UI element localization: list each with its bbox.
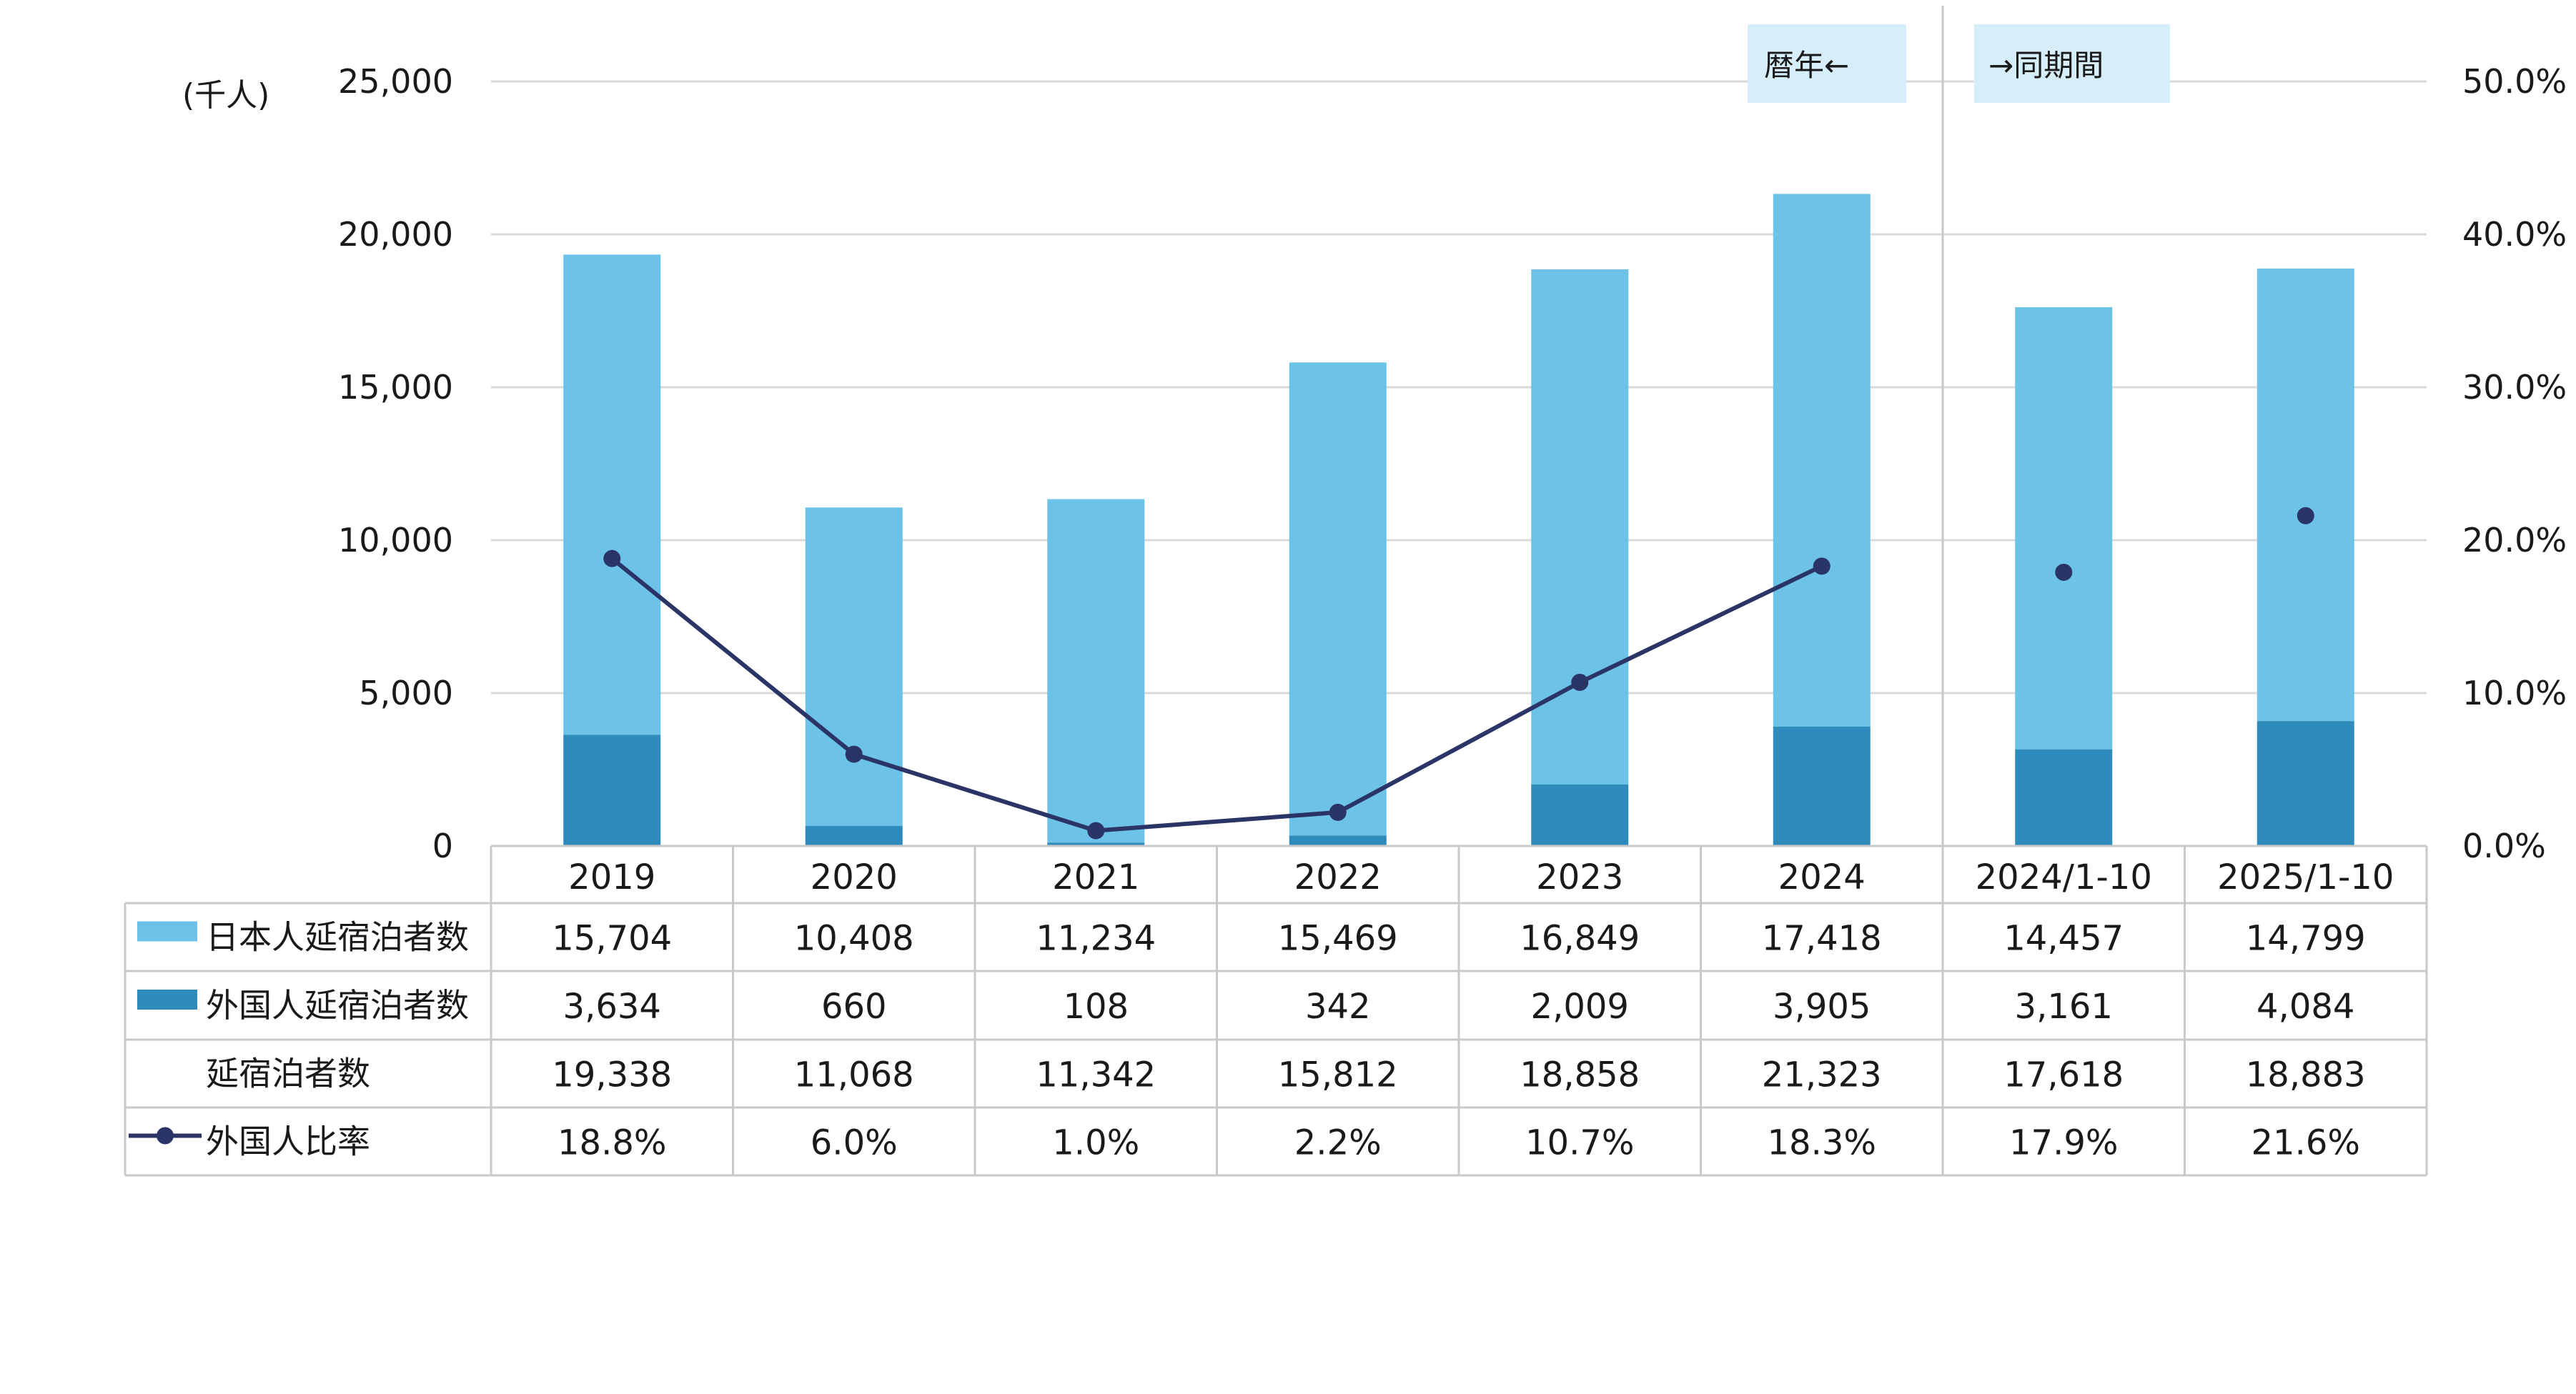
bar-japanese-2024	[1773, 194, 1871, 727]
table-cell: 16,849	[1520, 919, 1640, 959]
x-tick-label: 2022	[1294, 857, 1382, 897]
annotation-box-same-period	[1974, 24, 2170, 103]
table-cell: 108	[1063, 987, 1129, 1027]
table-row-label: 外国人延宿泊者数	[206, 986, 469, 1025]
ratio-point-2021	[1087, 822, 1105, 840]
table-cell: 17.9%	[2009, 1123, 2118, 1163]
table-cell: 18,883	[2246, 1055, 2366, 1095]
bar-japanese-2024/1-10	[2015, 307, 2113, 750]
bar-japanese-2020	[805, 507, 903, 826]
table-row-label: 延宿泊者数	[206, 1055, 370, 1093]
table-cell: 3,905	[1773, 987, 1871, 1027]
table-cell: 17,418	[1762, 919, 1882, 959]
bar-foreign-2019	[563, 735, 661, 846]
bar-foreign-2022	[1289, 835, 1387, 846]
table-cell: 660	[821, 987, 887, 1027]
table-cell: 3,634	[563, 987, 661, 1027]
bar-foreign-2023	[1531, 785, 1629, 846]
x-tick-label: 2020	[811, 857, 898, 897]
table-cell: 11,234	[1036, 919, 1156, 959]
table-cell: 18.8%	[558, 1123, 666, 1163]
table-cell: 21.6%	[2251, 1123, 2360, 1163]
ratio-point-2020	[845, 745, 863, 763]
bar-foreign-2021	[1047, 842, 1145, 846]
y-left-tick-label: 0	[432, 827, 453, 865]
x-tick-label: 2023	[1536, 857, 1623, 897]
bar-japanese-2022	[1289, 362, 1387, 836]
table-cell: 17,618	[2003, 1055, 2124, 1095]
bar-japanese-2021	[1047, 499, 1145, 843]
bar-foreign-2020	[805, 825, 903, 846]
x-tick-label: 2025/1-10	[2217, 857, 2394, 897]
table-cell: 11,068	[794, 1055, 914, 1095]
table-cell: 2,009	[1531, 987, 1629, 1027]
table-cell: 19,338	[552, 1055, 672, 1095]
table-cell: 15,469	[1278, 919, 1398, 959]
x-tick-label: 2021	[1052, 857, 1139, 897]
ratio-point-2024/1-10	[2055, 563, 2073, 581]
annotation-same-period: →同期間	[1988, 48, 2104, 83]
legend-swatch-foreign	[137, 990, 197, 1010]
ratio-point-2025/1-10	[2297, 507, 2314, 524]
bar-foreign-2024	[1773, 726, 1871, 846]
x-tick-label: 2024/1-10	[1976, 857, 2152, 897]
table-cell: 14,799	[2246, 919, 2366, 959]
ratio-point-2019	[603, 549, 621, 567]
table-cell: 2.2%	[1294, 1123, 1382, 1163]
y-right-tick-label: 0.0%	[2462, 827, 2546, 865]
y-right-tick-label: 50.0%	[2462, 62, 2567, 101]
y-left-tick-label: 20,000	[338, 215, 453, 254]
table-cell: 3,161	[2015, 987, 2113, 1027]
bar-foreign-2024/1-10	[2015, 749, 2113, 846]
table-cell: 14,457	[2003, 919, 2124, 959]
bar-japanese-2025/1-10	[2257, 268, 2354, 722]
annotation-calendar-year: 暦年←	[1764, 48, 1849, 83]
bar-foreign-2025/1-10	[2257, 721, 2354, 846]
y-left-tick-label: 10,000	[338, 521, 453, 559]
table-cell: 15,704	[552, 919, 672, 959]
table-cell: 11,342	[1036, 1055, 1156, 1095]
legend-marker-ratio	[157, 1127, 174, 1145]
y-right-tick-label: 40.0%	[2462, 215, 2567, 254]
table-row-label: 外国人比率	[206, 1122, 370, 1161]
y-left-tick-label: 5,000	[359, 674, 453, 712]
ratio-point-2022	[1329, 803, 1347, 821]
bar-japanese-2019	[563, 254, 661, 735]
table-cell: 15,812	[1278, 1055, 1398, 1095]
x-tick-label: 2024	[1778, 857, 1866, 897]
table-cell: 342	[1305, 987, 1371, 1027]
y-right-tick-label: 10.0%	[2462, 674, 2567, 712]
ratio-point-2024	[1813, 557, 1831, 575]
unit-label: (千人)	[182, 77, 269, 114]
table-cell: 6.0%	[811, 1123, 898, 1163]
y-left-tick-label: 15,000	[338, 368, 453, 407]
y-left-tick-label: 25,000	[338, 62, 453, 101]
ratio-line	[610, 557, 1823, 833]
table-cell: 4,084	[2257, 987, 2354, 1027]
y-right-tick-label: 20.0%	[2462, 521, 2567, 559]
table-cell: 1.0%	[1052, 1123, 1139, 1163]
bar-japanese-2023	[1531, 269, 1629, 785]
table-cell: 18,858	[1520, 1055, 1640, 1095]
table-cell: 10,408	[794, 919, 914, 959]
table-row-label: 日本人延宿泊者数	[206, 918, 469, 957]
table-cell: 21,323	[1762, 1055, 1882, 1095]
y-right-tick-label: 30.0%	[2462, 368, 2567, 407]
x-tick-label: 2019	[568, 857, 655, 897]
legend-swatch-japanese	[137, 921, 197, 942]
ratio-point-2023	[1571, 674, 1589, 692]
table-cell: 18.3%	[1768, 1123, 1876, 1163]
table-cell: 10.7%	[1525, 1123, 1634, 1163]
annotation-box-calendar	[1748, 24, 1906, 103]
